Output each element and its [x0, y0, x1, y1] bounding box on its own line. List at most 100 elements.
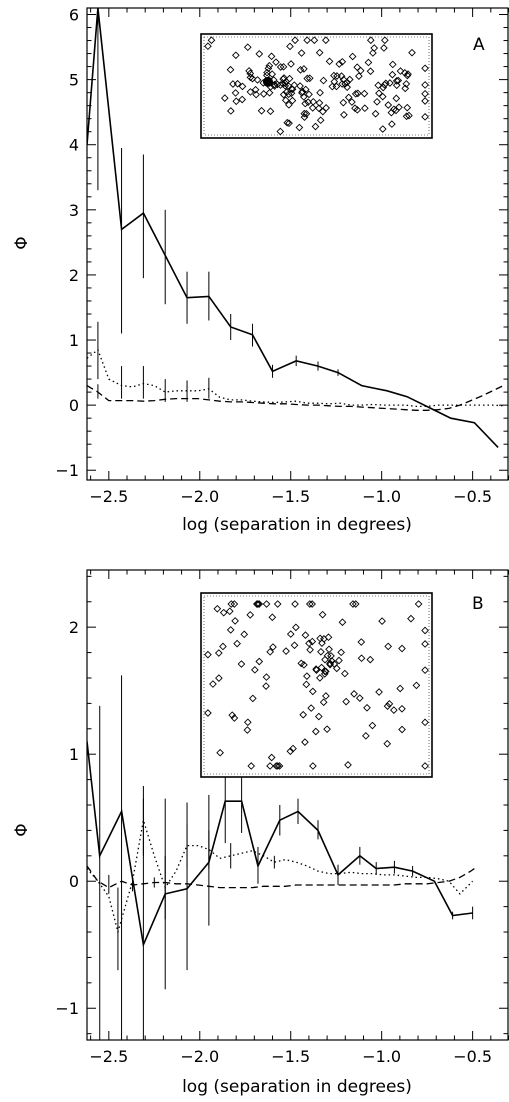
x-tick-label: −1.0 — [362, 487, 401, 506]
x-tick-label: −1.0 — [362, 1047, 401, 1066]
panel-a: −2.5 −2.0 −1.5 −1.0 −0.5 −1 0 1 2 3 4 5 6 A Φ log (s… — [12, 6, 509, 535]
inset-point — [209, 680, 217, 688]
inset-dense-spot — [262, 76, 273, 87]
inset-point — [308, 637, 317, 646]
inset-point — [311, 727, 320, 736]
inset-point — [412, 681, 421, 690]
inset-point — [266, 762, 274, 770]
inset-point — [421, 81, 429, 89]
inset-point — [384, 101, 393, 109]
inset-point — [292, 623, 300, 632]
inset-point — [308, 687, 317, 696]
inset-point — [319, 76, 328, 85]
x-tick-label: −2.5 — [89, 487, 128, 506]
inset-point — [403, 103, 412, 112]
panel-label-a: A — [473, 35, 485, 55]
inset-frame — [200, 33, 433, 139]
inset-point — [220, 94, 229, 102]
inset-point — [246, 73, 255, 82]
x-axis-label-a: log (separation in degrees) — [182, 515, 412, 535]
inset-point — [394, 76, 403, 85]
inset-point — [230, 600, 239, 608]
inset-point — [308, 104, 317, 112]
inset-point — [375, 89, 383, 98]
inset-point — [361, 104, 369, 113]
y-axis-label-b: Φ — [12, 823, 32, 836]
inset-point — [265, 61, 274, 70]
inset-point — [321, 667, 330, 676]
inset-point — [301, 85, 310, 94]
inset-point — [396, 684, 405, 693]
inset-point — [322, 692, 330, 700]
inset-point — [344, 761, 352, 769]
inset-point — [219, 608, 228, 617]
inset-point — [398, 725, 406, 734]
inset-frame — [200, 592, 433, 778]
inset-point — [275, 762, 284, 770]
inset-point — [340, 110, 348, 119]
y-tick-label: 5 — [69, 71, 79, 90]
inset-point — [301, 99, 310, 108]
inset-point — [388, 60, 397, 69]
inset-point — [325, 57, 334, 66]
inset-point — [237, 660, 246, 668]
inset-point — [301, 631, 310, 639]
inset-point — [310, 36, 319, 45]
inset-point — [316, 674, 324, 682]
panel-b: −2.5 −2.0 −1.5 −1.0 −0.5 −1 0 1 2 B Φ log (separ… — [12, 569, 509, 1097]
inset-point — [309, 97, 318, 106]
inset-point — [421, 640, 429, 648]
inset-point — [339, 75, 348, 84]
inset-point — [307, 704, 316, 712]
inset-point — [317, 647, 325, 656]
inset-point — [351, 104, 359, 113]
inset-point — [303, 74, 312, 83]
inset-point — [251, 85, 260, 94]
inset-point — [248, 694, 257, 703]
inset-point — [341, 669, 349, 678]
inset-point — [312, 666, 321, 674]
inset-points — [204, 36, 429, 136]
x-tick-label: −0.5 — [453, 1047, 492, 1066]
inset-point — [246, 88, 255, 96]
inset-point — [392, 81, 401, 90]
inset-point — [308, 600, 316, 608]
inset-point — [255, 50, 264, 58]
inset-point — [204, 42, 212, 51]
inset-point — [342, 697, 350, 706]
inset-point — [421, 64, 429, 73]
inset-point — [286, 747, 295, 756]
inset-point — [348, 52, 357, 61]
inset-point — [379, 83, 388, 92]
inset-point — [368, 721, 377, 730]
inset-point — [306, 645, 314, 654]
inset-point — [305, 600, 314, 608]
inset-point — [287, 60, 295, 68]
inset-point — [225, 607, 234, 616]
inset-point — [226, 107, 235, 115]
inset-point — [281, 96, 290, 105]
inset-point — [299, 710, 308, 719]
inset-point — [371, 109, 380, 118]
x-tick-label: −2.0 — [180, 487, 219, 506]
inset-point — [272, 58, 280, 67]
inset-point — [296, 66, 305, 74]
inset-point — [302, 680, 311, 689]
inset-point — [252, 90, 260, 99]
inset-point — [357, 638, 366, 646]
inset-point — [330, 71, 338, 80]
dotted-series-line — [87, 820, 474, 935]
solid-series-line — [87, 8, 499, 448]
y-tick-label: −1 — [55, 999, 79, 1018]
x-tick-label: −1.5 — [271, 487, 310, 506]
inset-point — [251, 666, 259, 674]
inset-point — [392, 94, 401, 103]
inset-point — [384, 642, 393, 651]
inset-point — [366, 36, 375, 45]
inset-point — [337, 72, 346, 80]
inset-point — [388, 120, 396, 128]
inset-point — [204, 650, 212, 659]
inset-point — [230, 714, 239, 722]
inset-point — [247, 762, 256, 770]
